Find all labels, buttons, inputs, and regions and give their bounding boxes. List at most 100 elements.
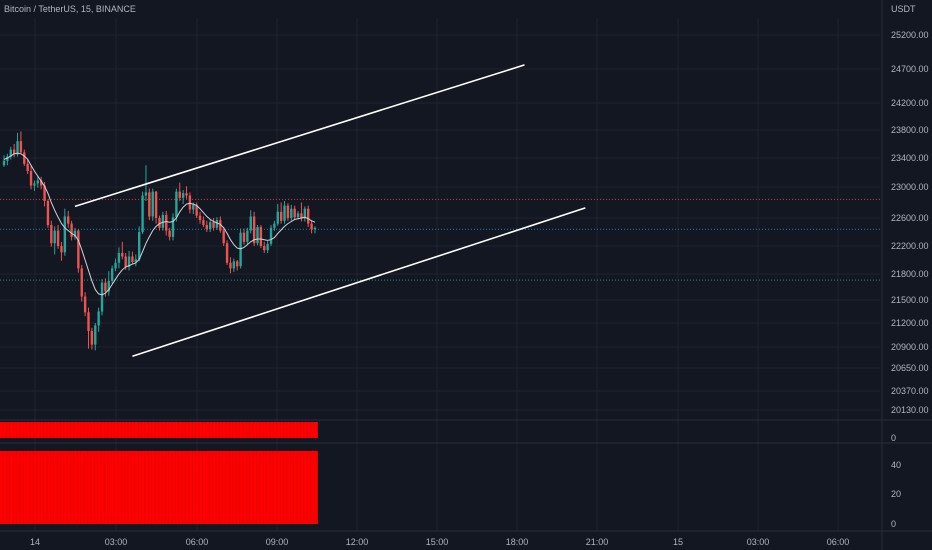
price-tick-label: 24700.00 [891,64,929,74]
candle-body [168,230,171,237]
candle-body [134,259,138,263]
candle-body [266,243,269,251]
candle-body [290,208,293,218]
price-tick-label: 20370.00 [891,386,929,396]
time-tick-label: 06:00 [827,537,850,547]
candle-body [313,227,317,230]
candle-body [219,220,222,231]
price-tick-label: 21200.00 [891,318,929,328]
indicator2-tick-label: 40 [891,460,901,470]
candle-body [259,227,263,246]
candle-body [63,216,67,253]
candle-body [252,216,256,244]
price-tick-label: 20900.00 [891,342,929,352]
candles [2,131,317,351]
candle-body [232,261,236,269]
candle-body [181,193,185,198]
candle-body [171,217,175,237]
candle-body [300,213,303,219]
moving-average-line [3,152,316,296]
candle-body [222,230,225,244]
price-tick-label: 20650.00 [891,363,929,373]
time-tick-label: 15 [673,537,683,547]
time-axis[interactable]: 14 03:00 06:00 09:00 12:00 15:00 18:00 21:00 15 0… [0,530,932,547]
candle-body [273,223,276,228]
candle-body [178,191,181,198]
price-axis[interactable]: 25200.00 24700.00 24200.00 23800.00 23400.00… [881,0,929,550]
candle-body [154,191,158,218]
indicator2-tick-label: 0 [891,519,896,529]
candle-body [239,232,242,267]
candle-body [94,325,97,345]
candle-body [256,227,259,244]
time-tick-label: 03:00 [747,537,770,547]
candle-body [110,268,114,281]
symbol-title: Bitcoin / TetherUS, 15, BINANCE [4,4,136,14]
trend-channel[interactable] [74,64,586,358]
candle-body [50,225,53,244]
candle-body [246,230,249,242]
candle-body [303,208,307,219]
price-tick-label: 21800.00 [891,269,929,279]
candle-body [151,191,154,217]
candle-body [283,205,286,221]
price-tick-label: 20130.00 [891,405,929,415]
candle-body [293,208,296,218]
time-tick-label: 06:00 [186,537,209,547]
candle-body [286,205,290,218]
candle-body [195,204,198,216]
candle-body [60,246,63,253]
candle-body [307,208,310,224]
channel-lower-line [132,207,586,358]
indicator-pane-2 [0,442,932,524]
indicator1-tick-label: 0 [891,433,896,443]
candle-body [6,156,9,161]
indicator-pane-1 [0,419,932,438]
price-tick-label: 21500.00 [891,295,929,305]
candle-body [296,213,300,218]
candle-body [77,230,80,269]
indicator1-bars [0,422,318,438]
candle-body [23,152,26,164]
candle-body [215,220,219,228]
candle-body [242,232,246,242]
candle-body [229,262,232,269]
candle-body [36,180,39,184]
candle-body [131,256,134,263]
candle-body [188,195,192,210]
candle-body [73,230,77,237]
candle-body [185,193,188,196]
candle-body [144,192,148,196]
price-tick-label: 22200.00 [891,241,929,251]
candle-body [212,222,215,228]
candle-body [175,191,178,218]
candle-body [104,282,107,292]
candle-body [124,256,127,267]
candle-body [148,192,151,217]
candle-body [310,223,313,230]
candle-body [198,215,202,221]
candle-body [205,225,208,230]
price-tick-label: 23400.00 [891,153,929,163]
price-tick-label: 24200.00 [891,98,929,108]
candle-body [263,246,266,251]
time-tick-label: 15:00 [426,537,449,547]
time-tick-label: 12:00 [346,537,369,547]
channel-upper-line [74,64,525,208]
candle-body [83,296,87,313]
candle-body [121,253,124,257]
time-tick-label: 21:00 [586,537,609,547]
price-tick-label: 25200.00 [891,30,929,40]
candle-body [107,280,110,292]
candle-body [33,183,36,186]
candle-body [279,211,283,221]
candle-body [117,253,121,263]
candle-body [141,195,144,232]
candle-body [80,268,83,297]
candle-body [19,141,23,153]
candle-body [97,311,100,326]
candle-body [16,141,19,155]
candle-body [269,227,273,244]
candle-body [56,230,60,246]
